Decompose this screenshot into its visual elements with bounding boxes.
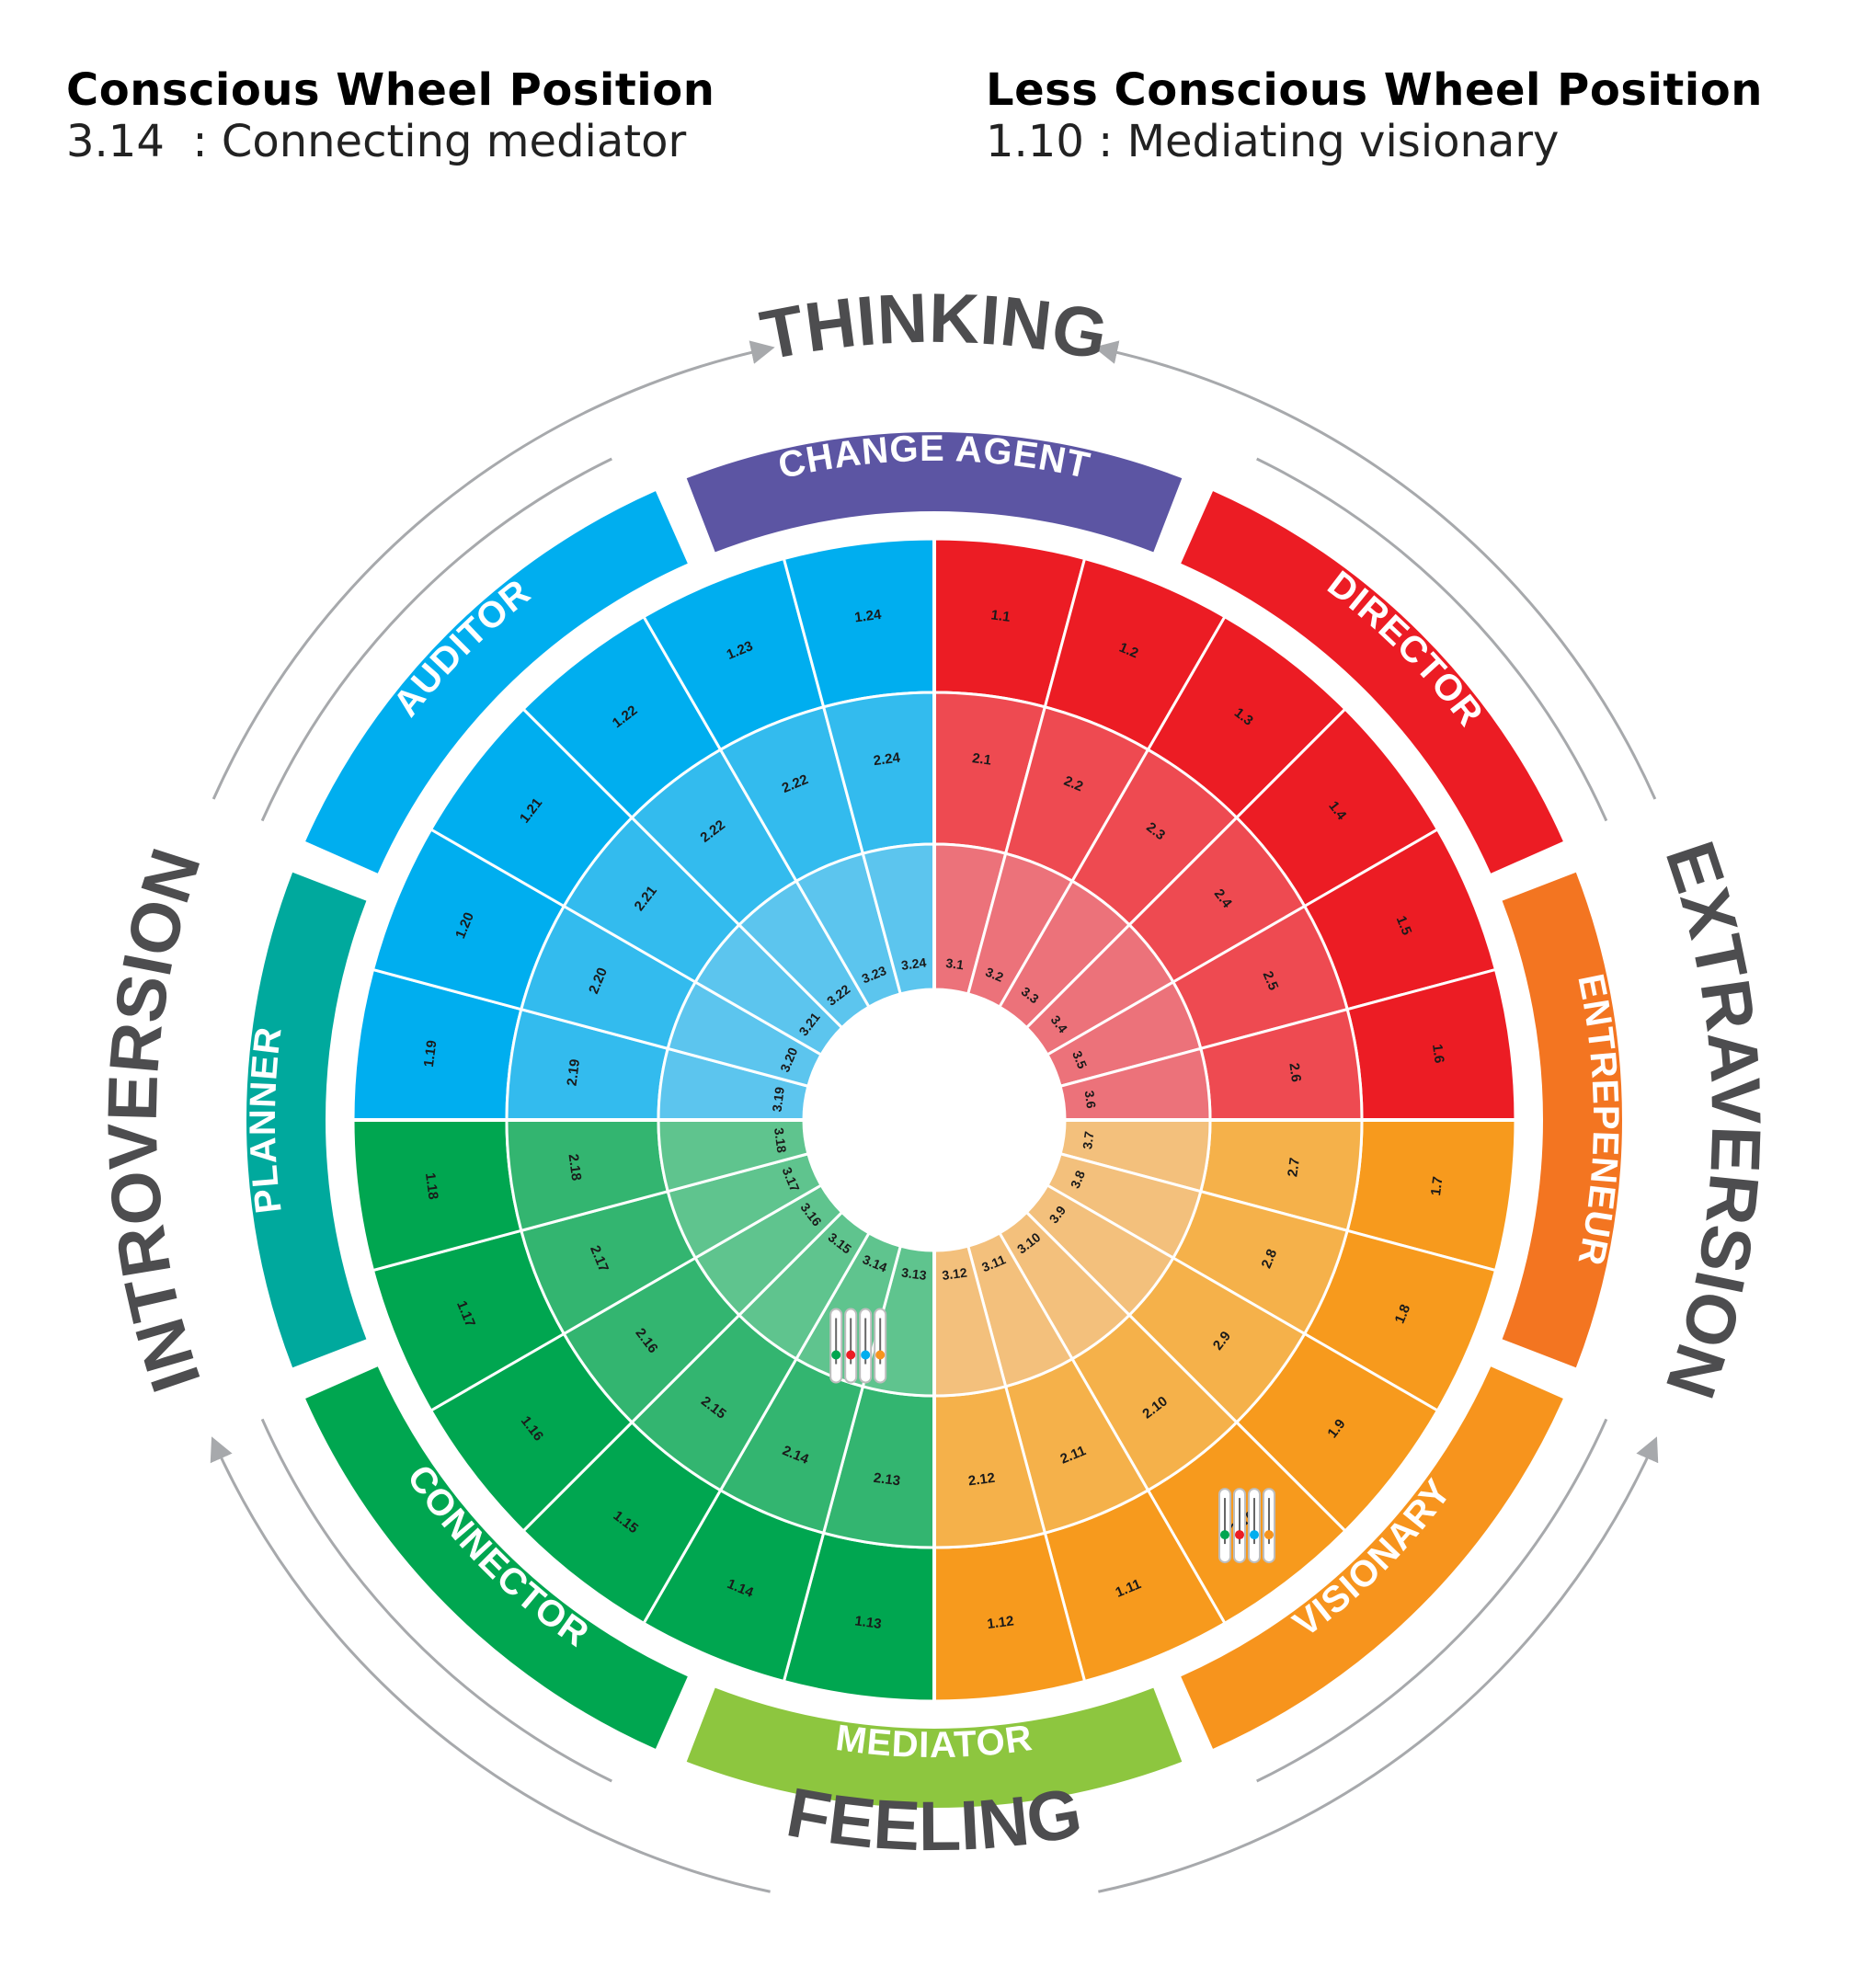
type-segment-planner xyxy=(246,872,367,1368)
arrow-upper-left-arc xyxy=(211,340,775,800)
less-conscious-marker xyxy=(1218,1488,1275,1564)
ring-label-inner: 3.18 xyxy=(772,1126,789,1153)
ring-label-inner: 3.7 xyxy=(1080,1130,1096,1150)
marker-pin-dot xyxy=(875,1350,886,1360)
axis-label-bottom: FEELING xyxy=(781,1773,1087,1866)
type-band xyxy=(246,431,1622,1808)
ring-label-middle: 2.7 xyxy=(1285,1157,1303,1178)
ring-label-middle: 2.19 xyxy=(565,1058,584,1087)
conscious-position-name: Connecting mediator xyxy=(221,116,687,167)
conscious-position-separator: : xyxy=(164,116,222,167)
less-conscious-position-value: 1.10 : Mediating visionary xyxy=(986,116,1763,167)
conscious-position-value: 3.14 : Connecting mediator xyxy=(66,116,715,167)
guide-lower-left-arc xyxy=(260,1418,612,1783)
type-segment-entrepeneur xyxy=(1502,872,1622,1368)
arrow-lower-right-arc xyxy=(1098,1436,1659,1893)
type-segment-change-agent xyxy=(686,431,1183,553)
ring-label-middle: 2.24 xyxy=(873,749,902,769)
ring-label-inner: 3.13 xyxy=(900,1265,927,1283)
type-segment-connector xyxy=(305,1366,688,1749)
ring-label-middle: 2.13 xyxy=(873,1470,901,1490)
guide-lower-right-arc xyxy=(1256,1418,1608,1783)
axis-label-top: THINKING xyxy=(755,280,1114,376)
less-conscious-position-code: 1.10 xyxy=(986,116,1084,167)
marker-pin-dot xyxy=(1219,1530,1229,1540)
less-conscious-position-block: Less Conscious Wheel Position 1.10 : Med… xyxy=(986,64,1763,167)
ring-label-outer: 1.24 xyxy=(853,607,883,626)
ring-label-inner: 3.19 xyxy=(769,1086,786,1113)
ring-label-middle: 2.1 xyxy=(971,750,992,769)
marker-pin-dot xyxy=(861,1350,871,1360)
ring-label-outer: 1.1 xyxy=(990,607,1012,625)
ring-label-inner: 3.12 xyxy=(941,1265,967,1283)
ring-label-middle: 2.18 xyxy=(566,1153,585,1182)
ring-label-outer: 1.2 xyxy=(1117,640,1141,662)
guide-upper-left-arc xyxy=(260,457,612,822)
less-conscious-position-name: Mediating visionary xyxy=(1126,116,1560,167)
type-segment-mediator xyxy=(686,1687,1183,1808)
ring-label-inner: 3.6 xyxy=(1082,1090,1099,1110)
type-segment-director xyxy=(1181,491,1563,874)
ring-label-middle: 2.5 xyxy=(1260,969,1282,993)
arrow-lower-left-arc xyxy=(210,1436,771,1893)
ring-label-outer: 1.5 xyxy=(1393,914,1415,938)
ring-label-outer: 1.6 xyxy=(1429,1043,1447,1064)
less-conscious-position-title: Less Conscious Wheel Position xyxy=(986,64,1763,116)
ring-label-inner: 3.5 xyxy=(1069,1048,1090,1070)
ring-label-outer: 1.19 xyxy=(421,1039,440,1068)
ring-label-inner: 3.1 xyxy=(945,955,966,972)
position-markers xyxy=(829,1308,1275,1564)
type-segment-auditor xyxy=(305,491,688,874)
ring-label-outer: 1.8 xyxy=(1392,1302,1414,1326)
marker-pin-dot xyxy=(846,1350,856,1360)
direction-arrows xyxy=(210,340,1659,1893)
marker-pin-dot xyxy=(831,1350,841,1360)
conscious-marker xyxy=(829,1308,887,1384)
ring-label-outer: 1.13 xyxy=(853,1613,882,1632)
type-label-planner: PLANNER xyxy=(243,1024,290,1216)
less-conscious-position-separator: : xyxy=(1083,116,1127,167)
type-segment-visionary xyxy=(1181,1366,1563,1749)
ring-label-outer: 1.7 xyxy=(1428,1176,1446,1197)
ring-label-middle: 2.6 xyxy=(1286,1062,1304,1083)
marker-pin-dot xyxy=(1263,1530,1274,1540)
marker-pin-dot xyxy=(1234,1530,1244,1540)
ring-label-middle: 2.2 xyxy=(1061,773,1085,795)
marker-pin-dot xyxy=(1249,1530,1259,1540)
conscious-position-title: Conscious Wheel Position xyxy=(66,64,715,116)
conscious-position-block: Conscious Wheel Position 3.14 : Connecti… xyxy=(66,64,715,167)
ring-label-middle: 2.12 xyxy=(967,1470,996,1490)
ring-label-inner: 3.24 xyxy=(900,954,927,972)
ring-label-inner: 3.8 xyxy=(1068,1168,1088,1190)
ring-label-outer: 1.12 xyxy=(986,1613,1014,1632)
conscious-position-code: 3.14 xyxy=(66,116,165,167)
ring-label-middle: 2.8 xyxy=(1259,1247,1281,1271)
axis-label-left: INTROVERSION xyxy=(94,840,216,1400)
axis-label-right: EXTRAVERSION xyxy=(1651,832,1776,1407)
ring-label-inner: 3.2 xyxy=(983,965,1005,985)
arrow-upper-right-arc xyxy=(1093,340,1657,800)
sector-rings xyxy=(351,537,1517,1703)
guide-upper-right-arc xyxy=(1256,457,1608,822)
type-label-mediator: MEDIATOR xyxy=(833,1718,1035,1765)
ring-label-outer: 1.18 xyxy=(422,1171,441,1200)
